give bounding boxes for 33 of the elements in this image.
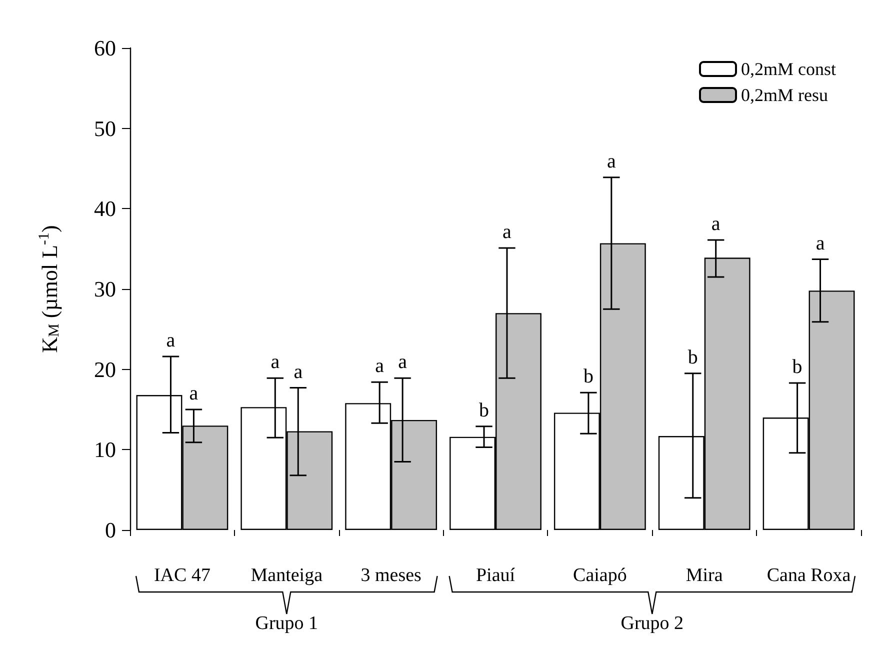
x-tick-label: Mira [686, 565, 724, 586]
annotation: a [189, 382, 198, 404]
y-axis-title: KM (µmol L-1) [36, 225, 62, 353]
annotation: a [502, 221, 512, 244]
x-tick-label: Cana Roxa [766, 565, 852, 586]
annotation: b [583, 366, 594, 388]
x-tick-label: 3 meses [360, 565, 422, 586]
x-tick-label: Manteiga [250, 565, 324, 586]
annotation: a [294, 360, 303, 383]
y-tick-label: 40 [94, 196, 116, 222]
annotation: a [375, 355, 384, 378]
y-tick-label: 20 [94, 356, 116, 382]
y-tick-label: 30 [94, 276, 116, 302]
annotation: b [792, 356, 802, 378]
legend-label: 0,2mM resu [741, 85, 828, 105]
annotation: a [816, 232, 825, 254]
x-tick-label: IAC 47 [154, 565, 210, 586]
legend-label: 0,2mM const [741, 59, 836, 79]
text: Grupo 2 [620, 613, 684, 634]
annotation: a [166, 329, 176, 352]
x-tick-label: Caiapó [573, 565, 627, 586]
text: Grupo 1 [255, 613, 318, 634]
annotation: a [711, 212, 720, 235]
y-tick-label: 60 [94, 36, 116, 60]
y-tick-label: 0 [105, 518, 116, 542]
annotation: b [479, 399, 490, 422]
annotation: b [688, 346, 698, 368]
annotation: a [606, 150, 616, 172]
x-tick-label: Piauí [476, 565, 516, 586]
y-tick-label: 50 [94, 116, 116, 141]
annotation: a [270, 351, 280, 374]
y-tick-label: 10 [94, 437, 116, 462]
annotation: a [398, 351, 408, 374]
